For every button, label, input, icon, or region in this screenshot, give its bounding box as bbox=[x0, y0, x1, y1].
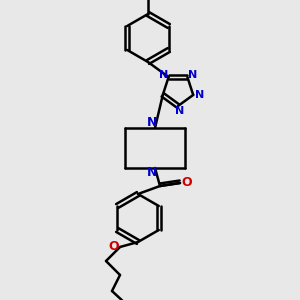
Text: N: N bbox=[188, 70, 197, 80]
Text: N: N bbox=[147, 167, 157, 179]
Text: N: N bbox=[195, 90, 204, 100]
Text: N: N bbox=[176, 106, 184, 116]
Text: N: N bbox=[159, 70, 168, 80]
Text: O: O bbox=[109, 239, 119, 253]
Text: O: O bbox=[182, 176, 192, 188]
Text: N: N bbox=[147, 116, 157, 130]
